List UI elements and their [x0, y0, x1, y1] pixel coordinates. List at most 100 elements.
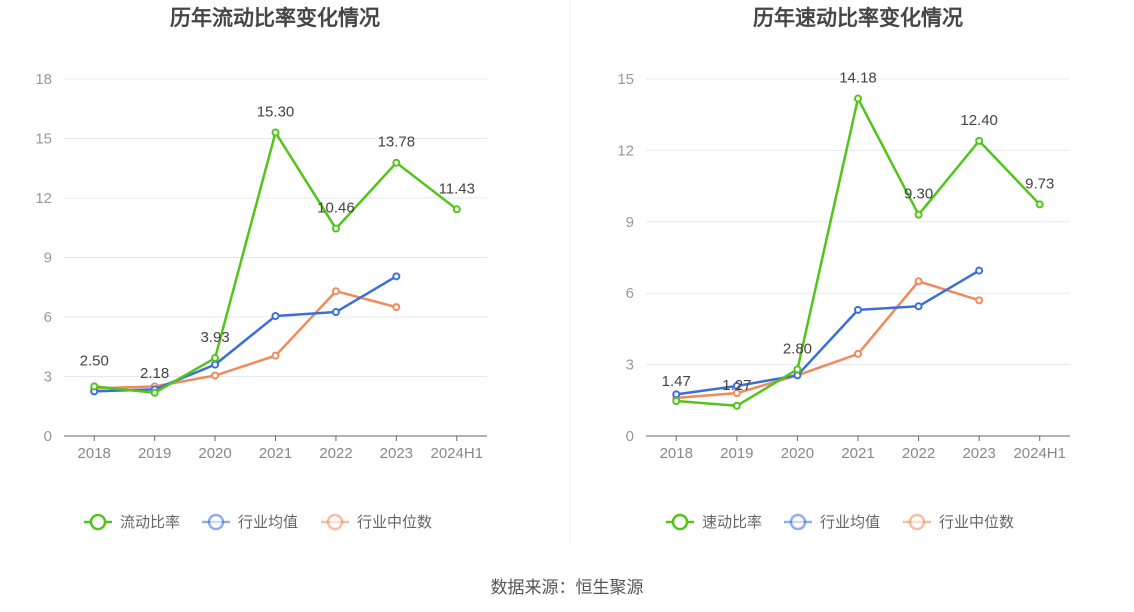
x-tick-label: 2020	[198, 445, 231, 462]
y-tick-label: 3	[44, 369, 52, 386]
legend-item-行业中位数[interactable]: 行业中位数	[903, 513, 1014, 531]
legend-item-速动比率[interactable]: 速动比率	[666, 513, 762, 531]
data-point[interactable]	[392, 272, 401, 281]
data-point[interactable]	[150, 388, 159, 397]
x-tick-label: 2019	[720, 445, 753, 462]
x-tick-label: 2020	[781, 445, 814, 462]
legend-item-流动比率[interactable]: 流动比率	[84, 513, 180, 531]
data-label: 10.46	[317, 200, 355, 217]
x-tick-label: 2018	[78, 445, 111, 462]
legend-marker	[207, 513, 225, 531]
data-label: 1.27	[722, 377, 751, 394]
data-point[interactable]	[452, 205, 461, 214]
legend-label: 行业均值	[820, 514, 880, 531]
x-tick-label: 2024H1	[431, 445, 484, 462]
y-tick-label: 6	[44, 309, 52, 326]
data-point[interactable]	[854, 305, 862, 314]
data-label: 15.30	[257, 104, 295, 121]
x-tick-label: 2022	[902, 445, 935, 462]
x-tick-label: 2021	[259, 445, 292, 462]
data-label: 2.80	[783, 340, 812, 357]
y-tick-label: 9	[626, 214, 634, 231]
legend-item-行业均值[interactable]: 行业均值	[784, 513, 880, 531]
legend-item-行业均值[interactable]: 行业均值	[202, 513, 298, 531]
data-point[interactable]	[793, 365, 802, 374]
legend-label: 行业均值	[238, 514, 298, 531]
x-tick-label: 2022	[319, 445, 352, 462]
data-point[interactable]	[271, 128, 280, 137]
legend-label: 行业中位数	[939, 514, 1014, 531]
data-point[interactable]	[914, 277, 923, 286]
series-line-行业中位数	[94, 289, 397, 390]
data-point[interactable]	[732, 382, 741, 391]
series-line-行业均值	[94, 275, 397, 393]
data-label: 12.40	[960, 112, 998, 129]
chart-title: 历年速动比率变化情况	[753, 6, 963, 30]
y-tick-label: 0	[44, 428, 52, 445]
y-tick-label: 3	[626, 357, 634, 374]
y-tick-label: 12	[35, 190, 52, 207]
legend-item-行业中位数[interactable]: 行业中位数	[321, 513, 432, 531]
data-label: 13.78	[378, 134, 416, 151]
x-tick-label: 2024H1	[1013, 445, 1066, 462]
data-point[interactable]	[211, 360, 220, 369]
data-point[interactable]	[331, 224, 340, 233]
y-tick-label: 15	[617, 71, 634, 88]
data-point[interactable]	[1035, 200, 1044, 209]
data-point[interactable]	[392, 158, 401, 167]
data-point[interactable]	[672, 397, 681, 406]
data-label: 14.18	[839, 70, 877, 87]
data-point[interactable]	[672, 390, 681, 399]
chart-title: 历年流动比率变化情况	[170, 6, 380, 30]
data-label: 1.47	[662, 373, 691, 390]
legend-marker	[326, 513, 344, 531]
data-point[interactable]	[211, 354, 220, 363]
x-tick-label: 2023	[962, 445, 995, 462]
y-tick-label: 15	[35, 131, 52, 148]
data-label: 2.50	[80, 352, 109, 369]
legend-marker	[671, 513, 689, 531]
data-label: 3.93	[200, 329, 229, 346]
series-line-速动比率	[676, 97, 1041, 408]
data-point[interactable]	[271, 351, 280, 360]
data-point[interactable]	[331, 308, 340, 317]
data-point[interactable]	[914, 210, 923, 219]
data-label: 11.43	[439, 180, 475, 197]
legend-marker	[89, 513, 107, 531]
data-point[interactable]	[732, 389, 741, 398]
legend-label: 行业中位数	[357, 514, 432, 531]
x-tick-label: 2023	[380, 445, 413, 462]
data-point[interactable]	[854, 349, 862, 358]
data-point[interactable]	[975, 136, 984, 145]
y-tick-label: 0	[626, 428, 634, 445]
data-source-note: 数据来源：恒生聚源	[490, 578, 644, 598]
legend-marker	[789, 513, 807, 531]
data-point[interactable]	[854, 94, 862, 103]
data-point[interactable]	[90, 382, 99, 391]
data-point[interactable]	[211, 371, 220, 380]
data-point[interactable]	[914, 302, 923, 311]
legend-label: 流动比率	[120, 514, 180, 531]
data-label: 9.73	[1025, 175, 1054, 192]
y-tick-label: 12	[617, 142, 634, 159]
legend-label: 速动比率	[702, 514, 762, 531]
data-point[interactable]	[975, 296, 984, 305]
legend-marker	[908, 513, 926, 531]
x-tick-label: 2018	[660, 445, 693, 462]
y-tick-label: 9	[44, 250, 52, 267]
data-point[interactable]	[975, 266, 984, 275]
series-line-行业中位数	[676, 280, 980, 400]
data-point[interactable]	[331, 287, 340, 296]
y-tick-label: 18	[35, 71, 52, 88]
x-tick-label: 2019	[138, 445, 171, 462]
x-tick-label: 2021	[841, 445, 874, 462]
series-line-行业均值	[676, 269, 980, 396]
y-tick-label: 6	[626, 285, 634, 302]
data-label: 9.30	[904, 186, 933, 203]
data-point[interactable]	[271, 312, 280, 321]
current-ratio-chart: 历年流动比率变化情况 0 3 6 9 12 15 18 2018 2019 2020 2021 2022…	[35, 6, 487, 531]
data-point[interactable]	[732, 401, 741, 410]
data-label: 2.18	[140, 365, 169, 382]
data-point[interactable]	[392, 303, 401, 312]
